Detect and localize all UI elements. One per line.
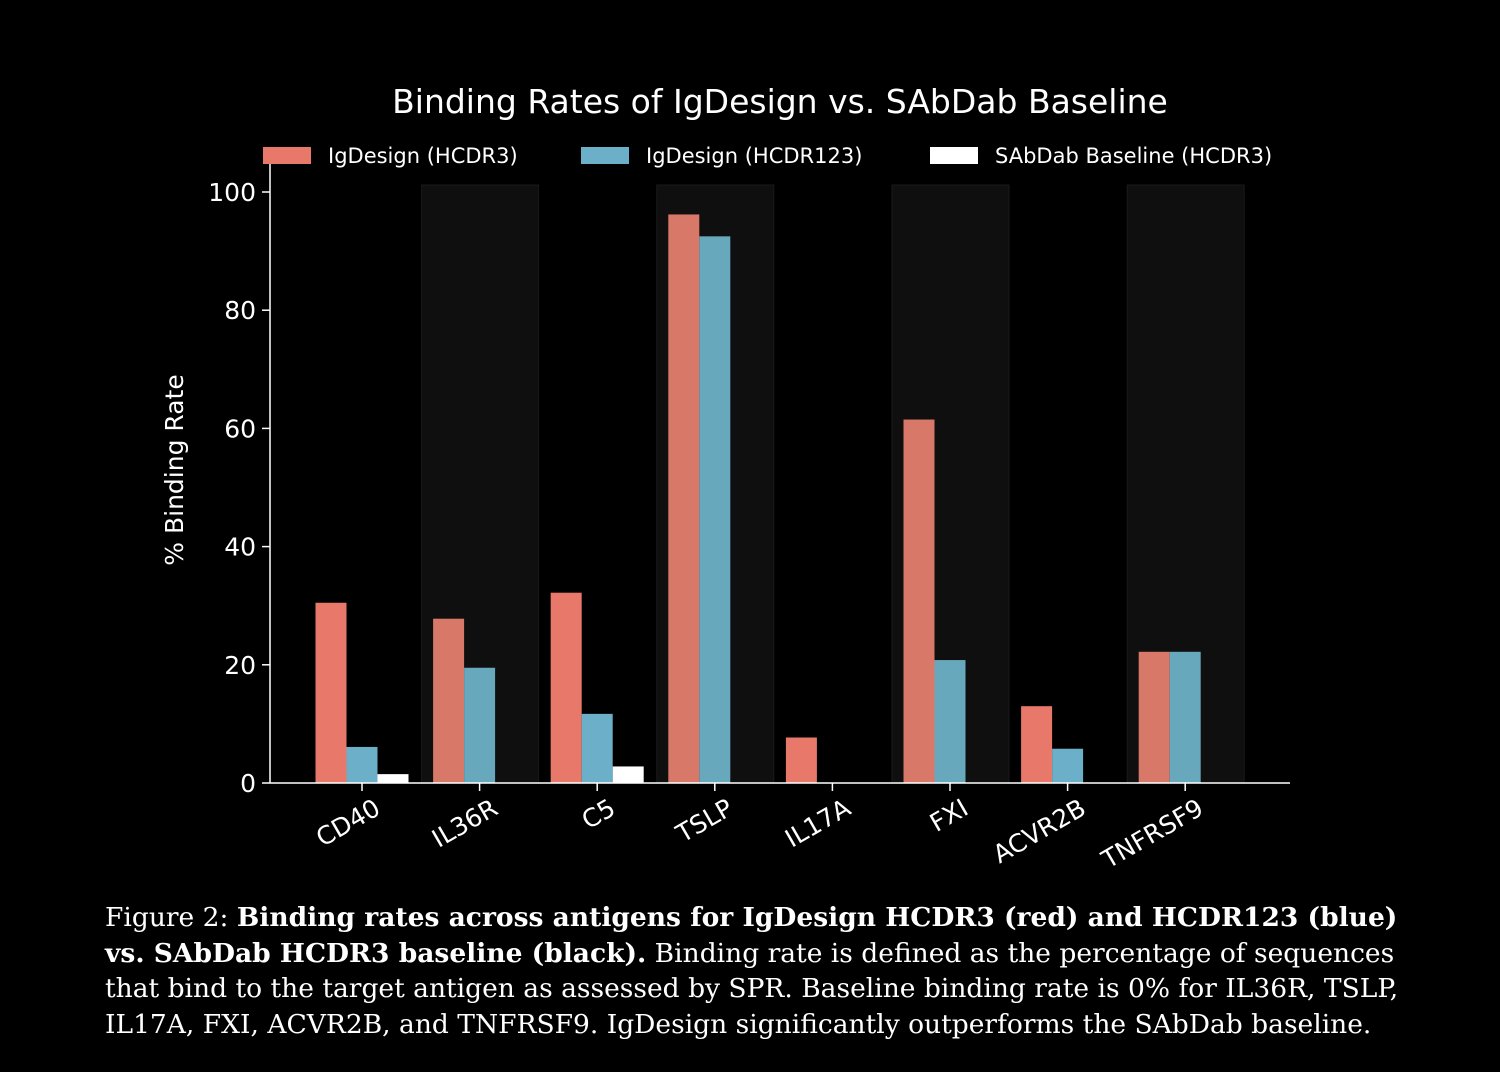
caption-bold: Binding rates across antigens for IgDesi… xyxy=(105,902,1398,969)
bar-tslp-series-2 xyxy=(699,236,731,783)
bar-fxi-series-2 xyxy=(934,660,966,783)
bar-il36r-series-1 xyxy=(433,618,465,783)
figure-caption: Figure 2: Binding rates across antigens … xyxy=(105,900,1435,1042)
legend-swatch-2 xyxy=(581,147,629,164)
caption-text: Binding rate is defined as the percentag… xyxy=(105,937,1399,1040)
y-axis-label: % Binding Rate xyxy=(160,374,189,565)
bar-cd40-series-2 xyxy=(346,746,378,783)
bar-c5-series-3 xyxy=(612,766,644,783)
x-tick-label-cd40: CD40 xyxy=(311,793,385,852)
legend-label-3: SAbDab Baseline (HCDR3) xyxy=(995,144,1272,168)
bar-acvr2b-series-1 xyxy=(1021,706,1053,783)
legend-swatch-1 xyxy=(263,147,311,164)
category-shading xyxy=(421,184,1245,784)
y-tick-label-0: 0 xyxy=(240,769,256,798)
bar-tslp-series-1 xyxy=(668,214,700,783)
bar-acvr2b-series-2 xyxy=(1052,748,1084,783)
x-tick-label-c5: C5 xyxy=(577,793,620,835)
bar-fxi-series-1 xyxy=(903,419,935,783)
bar-c5-series-1 xyxy=(550,592,582,783)
y-tick-label-60: 60 xyxy=(224,414,256,443)
x-tick-label-tslp: TSLP xyxy=(670,793,737,849)
chart-title: Binding Rates of IgDesign vs. SAbDab Bas… xyxy=(392,82,1168,121)
bar-il17a-series-1 xyxy=(785,737,817,783)
y-tick-label-20: 20 xyxy=(224,651,256,680)
x-tick-label-tnfrsf9: TNFRSF9 xyxy=(1096,793,1208,875)
caption-label: Figure 2: xyxy=(105,902,229,933)
x-tick-label-il36r: IL36R xyxy=(427,793,503,853)
legend-swatch-3 xyxy=(930,147,978,164)
bar-cd40-series-1 xyxy=(315,602,347,783)
x-tick-label-fxi: FXI xyxy=(925,793,973,838)
y-tick-label-100: 100 xyxy=(208,178,256,207)
bar-tnfrsf9-series-2 xyxy=(1169,651,1201,783)
y-tick-label-40: 40 xyxy=(224,533,256,562)
bar-il36r-series-2 xyxy=(464,667,496,783)
bar-chart: 0 20 40 60 80 100 CD40 IL36R C5 TSLP IL17A FXI ACVR2… xyxy=(160,82,1290,875)
legend: IgDesign (HCDR3) IgDesign (HCDR123) SAbDab… xyxy=(263,144,1272,168)
x-tick-label-acvr2b: ACVR2B xyxy=(988,793,1091,869)
y-tick-label-80: 80 xyxy=(224,296,256,325)
legend-label-2: IgDesign (HCDR123) xyxy=(646,144,862,168)
bar-c5-series-2 xyxy=(581,713,613,783)
bars-group xyxy=(315,214,1201,783)
x-tick-label-il17a: IL17A xyxy=(780,793,855,853)
legend-label-1: IgDesign (HCDR3) xyxy=(328,144,518,168)
bar-tnfrsf9-series-1 xyxy=(1138,651,1170,783)
bar-cd40-series-3 xyxy=(377,774,409,783)
